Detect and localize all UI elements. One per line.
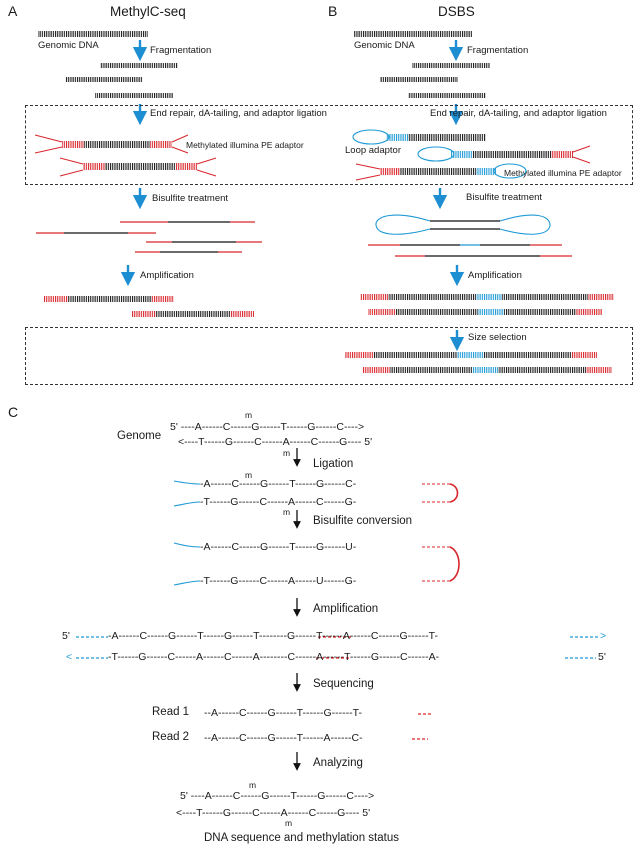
end-repair-label-a: End repair, dA-tailing, and adaptor liga…	[150, 108, 327, 119]
bisulfite-strands-a	[36, 221, 262, 253]
fragmentation-label-b: Fragmentation	[467, 45, 529, 56]
final-top-strand: 5' ----A------C------G------T------G----…	[180, 790, 375, 802]
ligation-bottom-strand: -T------G------C------A------C------G-	[200, 496, 357, 508]
fragment-b1	[412, 63, 490, 68]
size-selected-product-1	[345, 352, 597, 358]
methyl-mark: m	[245, 470, 253, 480]
analyzing-label: Analyzing	[313, 757, 363, 769]
fragment-b2	[380, 77, 458, 82]
methyl-mark: m	[285, 818, 293, 828]
loop-ligated-fragment-b1	[352, 129, 486, 145]
genomic-dna-label-b: Genomic DNA	[354, 40, 415, 51]
ligated-fragment-a2	[59, 157, 217, 177]
fragmentation-label-a: Fragmentation	[150, 45, 212, 56]
fragment-a2	[65, 77, 143, 82]
sequencing-label: Sequencing	[313, 678, 374, 690]
bisulfite-label-a: Bisulfite treatment	[152, 193, 229, 204]
methyl-mark: m	[245, 410, 253, 420]
genome-top-strand: 5' ----A------C------G------T------G----…	[170, 421, 365, 433]
bisulfite-conversion-label: Bisulfite conversion	[313, 515, 413, 527]
methyl-mark: m	[249, 780, 257, 790]
methyl-mark: m	[283, 507, 291, 517]
loop-ligated-fragment-b3	[355, 163, 527, 181]
dsbs-title: DSBS	[438, 4, 475, 19]
bisulfite-label-b: Bisulfite treatment	[466, 192, 543, 203]
bisulfite-top-strand: -A------C------G------T------G------U-	[200, 541, 357, 553]
fragment-a1	[100, 63, 178, 68]
loop-ligated-fragment-b2	[417, 145, 591, 164]
read2-sequence: --A------C------G------T------A------C-	[204, 732, 363, 744]
read1-label: Read 1	[152, 706, 190, 718]
methylc-seq-title: MethylC-seq	[110, 4, 186, 19]
amplified-product-a1	[44, 296, 174, 302]
panel-label-a: A	[8, 3, 18, 19]
read2-label: Read 2	[152, 731, 190, 743]
size-selection-box	[25, 327, 633, 385]
amplification-label-a: Amplification	[140, 270, 194, 281]
amplification-colored-segments	[76, 636, 600, 659]
size-selected-product-2	[362, 367, 612, 373]
size-selection-label: Size selection	[468, 332, 527, 343]
bisulfite-loop-product-b	[375, 214, 551, 235]
genomic-dna-strand-a	[38, 31, 148, 37]
bisulfite-linear-strands-b	[368, 244, 572, 257]
ligated-fragment-a1	[34, 134, 189, 154]
amplification-label-b: Amplification	[468, 270, 522, 281]
amplification-top-5prime: 5'	[62, 630, 70, 642]
fragment-b3	[408, 93, 486, 98]
amplified-product-a2	[132, 311, 254, 317]
ligation-label: Ligation	[313, 458, 354, 470]
arrow-right-icon: >	[600, 630, 607, 642]
bisulfite-bottom-strand: -T------G------C------A------U------G-	[200, 575, 357, 587]
read1-sequence: --A------C------G------T------G------T-	[204, 707, 362, 719]
methylated-adaptor-label-b: Methylated illumina PE adaptor	[504, 168, 622, 178]
final-bottom-strand: <----T------G------C------A------C------…	[176, 807, 371, 819]
ligation-top-strand: -A------C------G------T------G------C-	[200, 478, 357, 490]
bisulfite-adaptors	[173, 542, 460, 586]
genomic-dna-strand-b	[354, 31, 472, 37]
methylated-adaptor-label-a: Methylated illumina PE adaptor	[186, 140, 304, 150]
loop-adaptor-label: Loop adaptor	[345, 145, 401, 156]
ligation-adaptors	[173, 480, 459, 507]
amplification-label-c: Amplification	[313, 603, 379, 615]
panel-label-c: C	[8, 404, 19, 420]
fragment-a3	[95, 93, 173, 98]
amplification-top-strand: -A------C------G------T------G------T---…	[108, 630, 438, 642]
genome-label: Genome	[117, 430, 162, 442]
caption: DNA sequence and methylation status	[204, 832, 399, 844]
genome-bottom-strand: <----T------G------C------A------C------…	[178, 436, 373, 448]
ligation-step-box	[25, 105, 633, 185]
methyl-mark: m	[283, 448, 291, 458]
amplification-bottom-strand: -T------G------C------A------C------A---…	[108, 651, 440, 663]
end-repair-label-b: End repair, dA-tailing, and adaptor liga…	[430, 108, 607, 119]
amplified-product-b1	[360, 294, 614, 300]
genomic-dna-label-a: Genomic DNA	[38, 40, 99, 51]
amplified-product-b2	[368, 309, 602, 315]
panel-label-b: B	[328, 3, 338, 19]
amplification-bottom-5prime: 5'	[598, 651, 606, 663]
arrow-left-icon: <	[66, 651, 73, 663]
